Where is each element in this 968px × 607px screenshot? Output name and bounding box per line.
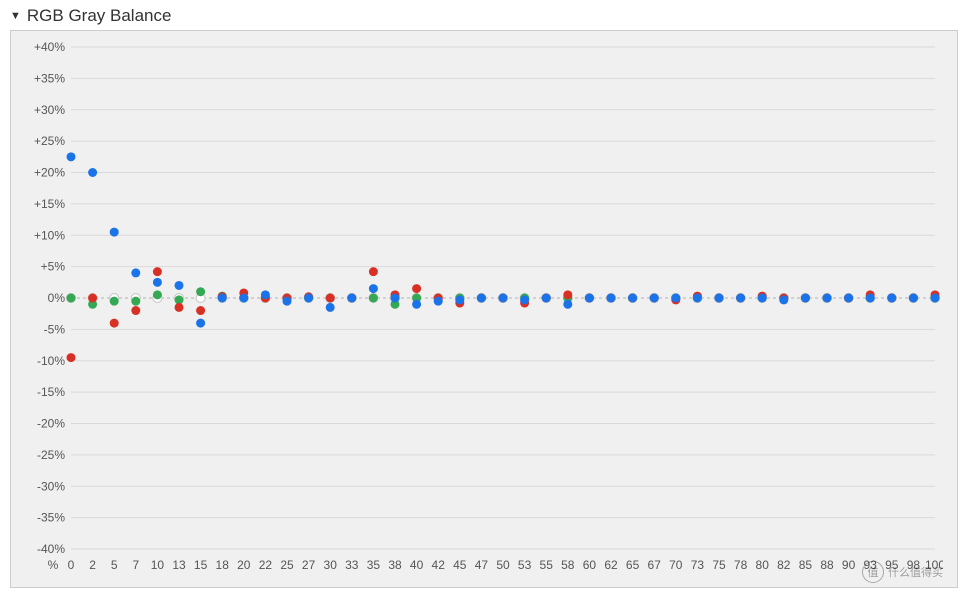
svg-text:67: 67 bbox=[648, 558, 662, 572]
panel-header[interactable]: ▼ RGB Gray Balance bbox=[10, 6, 958, 26]
svg-text:42: 42 bbox=[432, 558, 446, 572]
rgb-balance-scatter: +40% +35% +30% +25% +20% +15% +10% +5% 0% -5% -10%… bbox=[23, 41, 943, 581]
svg-text:-20%: -20% bbox=[37, 417, 65, 431]
svg-text:-40%: -40% bbox=[37, 542, 65, 556]
disclosure-triangle-icon: ▼ bbox=[10, 10, 21, 22]
svg-text:25: 25 bbox=[280, 558, 294, 572]
svg-text:65: 65 bbox=[626, 558, 640, 572]
svg-text:+40%: +40% bbox=[34, 41, 65, 54]
svg-text:98: 98 bbox=[907, 558, 921, 572]
svg-text:45: 45 bbox=[453, 558, 467, 572]
svg-text:53: 53 bbox=[518, 558, 532, 572]
svg-text:100: 100 bbox=[925, 558, 943, 572]
svg-text:33: 33 bbox=[345, 558, 359, 572]
svg-text:93: 93 bbox=[864, 558, 878, 572]
svg-text:10: 10 bbox=[151, 558, 165, 572]
svg-text:88: 88 bbox=[820, 558, 834, 572]
panel-title: RGB Gray Balance bbox=[27, 6, 172, 26]
svg-text:+20%: +20% bbox=[34, 166, 65, 180]
svg-text:+30%: +30% bbox=[34, 103, 65, 117]
chart-area: +40% +35% +30% +25% +20% +15% +10% +5% 0% -5% -10%… bbox=[10, 30, 958, 588]
svg-text:62: 62 bbox=[604, 558, 618, 572]
svg-text:35: 35 bbox=[367, 558, 381, 572]
svg-text:55: 55 bbox=[540, 558, 554, 572]
svg-text:0%: 0% bbox=[48, 291, 66, 305]
svg-text:13: 13 bbox=[172, 558, 186, 572]
svg-text:78: 78 bbox=[734, 558, 748, 572]
svg-text:+35%: +35% bbox=[34, 71, 65, 85]
svg-text:30: 30 bbox=[324, 558, 338, 572]
svg-text:+5%: +5% bbox=[41, 260, 66, 274]
svg-text:+10%: +10% bbox=[34, 228, 65, 242]
svg-text:80: 80 bbox=[756, 558, 770, 572]
svg-text:60: 60 bbox=[583, 558, 597, 572]
svg-text:-5%: -5% bbox=[44, 322, 66, 336]
svg-text:0: 0 bbox=[68, 558, 75, 572]
svg-text:27: 27 bbox=[302, 558, 316, 572]
svg-text:15: 15 bbox=[194, 558, 208, 572]
svg-text:58: 58 bbox=[561, 558, 575, 572]
svg-text:-10%: -10% bbox=[37, 354, 65, 368]
svg-text:38: 38 bbox=[388, 558, 402, 572]
svg-text:90: 90 bbox=[842, 558, 856, 572]
svg-text:82: 82 bbox=[777, 558, 791, 572]
svg-text:85: 85 bbox=[799, 558, 813, 572]
svg-text:70: 70 bbox=[669, 558, 683, 572]
svg-text:+25%: +25% bbox=[34, 134, 65, 148]
svg-text:-25%: -25% bbox=[37, 448, 65, 462]
rgb-gray-balance-panel: ▼ RGB Gray Balance +40%+35%+30%+25%+20%+… bbox=[0, 0, 968, 607]
svg-text:-30%: -30% bbox=[37, 479, 65, 493]
svg-text:5: 5 bbox=[111, 558, 118, 572]
svg-text:22: 22 bbox=[259, 558, 273, 572]
svg-text:75: 75 bbox=[712, 558, 726, 572]
svg-text:95: 95 bbox=[885, 558, 899, 572]
svg-text:50: 50 bbox=[496, 558, 510, 572]
svg-text:+15%: +15% bbox=[34, 197, 65, 211]
svg-text:20: 20 bbox=[237, 558, 251, 572]
svg-text:40: 40 bbox=[410, 558, 424, 572]
svg-text:%: % bbox=[48, 558, 59, 572]
svg-text:18: 18 bbox=[216, 558, 230, 572]
svg-text:-35%: -35% bbox=[37, 511, 65, 525]
svg-text:-15%: -15% bbox=[37, 385, 65, 399]
svg-text:2: 2 bbox=[89, 558, 96, 572]
svg-text:47: 47 bbox=[475, 558, 489, 572]
svg-text:73: 73 bbox=[691, 558, 705, 572]
svg-text:7: 7 bbox=[132, 558, 139, 572]
